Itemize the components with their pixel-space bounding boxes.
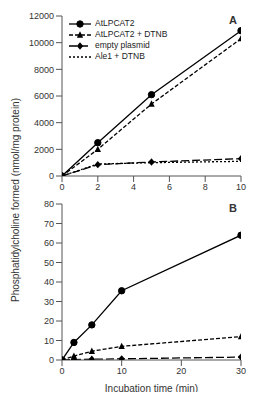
svg-text:0: 0 [59,366,64,376]
html-text:AtLPCAT2: AtLPCAT2 [95,18,135,28]
svg-text:30: 30 [236,366,246,376]
html-text:empty plasmid: empty plasmid [95,40,150,50]
svg-text:80: 80 [44,199,54,209]
svg-text:12000: 12000 [29,11,54,21]
html-text:B: B [229,202,237,214]
svg-text:4: 4 [131,182,136,192]
svg-text:10: 10 [236,182,246,192]
svg-text:0: 0 [49,355,54,365]
svg-text:6000: 6000 [34,91,54,101]
svg-text:20: 20 [176,366,186,376]
svg-text:6: 6 [167,182,172,192]
svg-text:2: 2 [95,182,100,192]
svg-text:20: 20 [44,316,54,326]
svg-text:8: 8 [203,182,208,192]
svg-text:4000: 4000 [34,118,54,128]
html-text:A: A [229,14,237,26]
svg-text:10: 10 [117,366,127,376]
svg-text:0: 0 [49,171,54,181]
svg-text:10000: 10000 [29,38,54,48]
svg-text:30: 30 [44,297,54,307]
svg-text:70: 70 [44,219,54,229]
svg-text:0: 0 [59,182,64,192]
svg-text:10: 10 [44,336,54,346]
html-text:Ale1 + DTNB: Ale1 + DTNB [95,51,145,61]
svg-text:8000: 8000 [34,65,54,75]
svg-text:50: 50 [44,258,54,268]
html-text:AtLPCAT2 + DTNB: AtLPCAT2 + DTNB [95,29,168,39]
svg-text:60: 60 [44,238,54,248]
svg-text:2000: 2000 [34,145,54,155]
svg-text:Incubation time (min): Incubation time (min) [105,383,198,392]
svg-text:40: 40 [44,277,54,287]
html-text:Phosphatidylcholine formed (nm: Phosphatidylcholine formed (nmol/mg prot… [9,98,21,302]
